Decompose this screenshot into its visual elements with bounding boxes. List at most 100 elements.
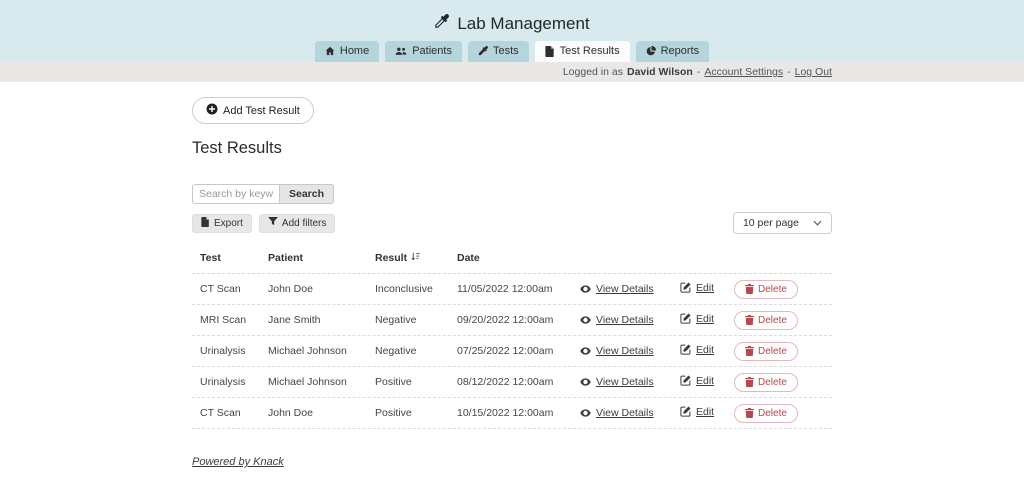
tab-label: Home: [340, 45, 369, 57]
test-results-table: Test Patient Result Date CT Scan John Do…: [192, 246, 832, 429]
cell-date: 08/12/2022 12:00am: [449, 376, 572, 388]
tab-label: Test Results: [560, 45, 620, 57]
table-row: CT Scan John Doe Inconclusive 11/05/2022…: [192, 274, 832, 305]
eye-icon: [580, 316, 591, 324]
cell-date: 09/20/2022 12:00am: [449, 314, 572, 326]
cell-patient: John Doe: [260, 407, 367, 419]
cell-patient: Michael Johnson: [260, 345, 367, 357]
edit-link[interactable]: Edit: [680, 406, 714, 418]
tab-home[interactable]: Home: [315, 41, 379, 62]
edit-icon: [680, 375, 691, 386]
cell-result: Positive: [367, 407, 449, 419]
tab-test-results[interactable]: Test Results: [535, 41, 630, 62]
edit-icon: [680, 406, 691, 417]
users-icon: [395, 46, 407, 56]
table-row: MRI Scan Jane Smith Negative 09/20/2022 …: [192, 305, 832, 336]
add-filters-label: Add filters: [282, 218, 326, 229]
cell-patient: Jane Smith: [260, 314, 367, 326]
page-title: Test Results: [192, 139, 832, 158]
file-icon: [545, 46, 555, 57]
delete-button[interactable]: Delete: [734, 280, 798, 299]
view-details-link[interactable]: View Details: [580, 376, 654, 388]
eyedropper-icon: [434, 14, 449, 34]
cell-test: CT Scan: [192, 283, 260, 295]
eye-icon: [580, 285, 591, 293]
cell-date: 11/05/2022 12:00am: [449, 283, 572, 295]
chevron-down-icon: [813, 217, 822, 229]
per-page-value: 10 per page: [743, 217, 799, 229]
column-header-test[interactable]: Test: [192, 252, 260, 264]
add-button-label: Add Test Result: [223, 105, 300, 117]
export-button[interactable]: Export: [192, 214, 252, 233]
edit-icon: [680, 282, 691, 293]
eyedropper-icon: [478, 46, 488, 56]
logged-in-user: David Wilson: [627, 66, 693, 78]
view-details-link[interactable]: View Details: [580, 314, 654, 326]
cell-result: Inconclusive: [367, 283, 449, 295]
main-content: Add Test Result Test Results Search Expo…: [192, 82, 832, 470]
trash-icon: [745, 284, 754, 294]
export-label: Export: [214, 218, 243, 229]
trash-icon: [745, 346, 754, 356]
pie-chart-icon: [646, 46, 656, 56]
cell-test: Urinalysis: [192, 345, 260, 357]
cell-date: 07/25/2022 12:00am: [449, 345, 572, 357]
tab-tests[interactable]: Tests: [468, 41, 529, 62]
eye-icon: [580, 378, 591, 386]
view-details-link[interactable]: View Details: [580, 345, 654, 357]
edit-link[interactable]: Edit: [680, 313, 714, 325]
cell-test: Urinalysis: [192, 376, 260, 388]
table-header-row: Test Patient Result Date: [192, 246, 832, 274]
edit-link[interactable]: Edit: [680, 375, 714, 387]
sort-icon: [411, 252, 420, 264]
column-header-result[interactable]: Result: [367, 252, 449, 264]
cell-patient: John Doe: [260, 283, 367, 295]
tab-patients[interactable]: Patients: [385, 41, 462, 62]
cell-patient: Michael Johnson: [260, 376, 367, 388]
cell-test: CT Scan: [192, 407, 260, 419]
tab-label: Patients: [412, 45, 452, 57]
view-details-link[interactable]: View Details: [580, 283, 654, 295]
cell-result: Positive: [367, 376, 449, 388]
plus-circle-icon: [206, 103, 218, 118]
edit-icon: [680, 344, 691, 355]
edit-link[interactable]: Edit: [680, 282, 714, 294]
app-title-text: Lab Management: [457, 14, 589, 34]
add-filters-button[interactable]: Add filters: [259, 214, 335, 233]
separator: -: [697, 66, 701, 78]
tab-reports[interactable]: Reports: [636, 41, 710, 62]
table-row: Urinalysis Michael Johnson Positive 08/1…: [192, 367, 832, 398]
log-out-link[interactable]: Log Out: [795, 66, 832, 78]
column-header-date[interactable]: Date: [449, 252, 572, 264]
add-test-result-button[interactable]: Add Test Result: [192, 97, 314, 124]
trash-icon: [745, 408, 754, 418]
trash-icon: [745, 377, 754, 387]
table-toolbar: Export Add filters 10 per page: [192, 212, 832, 234]
filter-funnel-icon: [268, 217, 278, 229]
logged-in-prefix: Logged in as: [563, 66, 623, 78]
per-page-select[interactable]: 10 per page: [733, 212, 832, 234]
account-settings-link[interactable]: Account Settings: [704, 66, 783, 78]
edit-icon: [680, 313, 691, 324]
cell-result: Negative: [367, 314, 449, 326]
delete-button[interactable]: Delete: [734, 373, 798, 392]
cell-result: Negative: [367, 345, 449, 357]
table-row: CT Scan John Doe Positive 10/15/2022 12:…: [192, 398, 832, 429]
eye-icon: [580, 409, 591, 417]
search-button[interactable]: Search: [279, 184, 334, 204]
home-icon: [325, 46, 335, 56]
user-bar: Logged in as David Wilson - Account Sett…: [0, 62, 1024, 82]
search-input[interactable]: [192, 184, 280, 204]
file-icon: [201, 217, 210, 230]
view-details-link[interactable]: View Details: [580, 407, 654, 419]
separator: -: [787, 66, 791, 78]
edit-link[interactable]: Edit: [680, 344, 714, 356]
column-header-patient[interactable]: Patient: [260, 252, 367, 264]
delete-button[interactable]: Delete: [734, 311, 798, 330]
delete-button[interactable]: Delete: [734, 342, 798, 361]
delete-button[interactable]: Delete: [734, 404, 798, 423]
tab-label: Reports: [661, 45, 700, 57]
search-bar: Search: [192, 184, 832, 204]
table-row: Urinalysis Michael Johnson Negative 07/2…: [192, 336, 832, 367]
powered-by-knack-link[interactable]: Powered by Knack: [192, 456, 284, 468]
